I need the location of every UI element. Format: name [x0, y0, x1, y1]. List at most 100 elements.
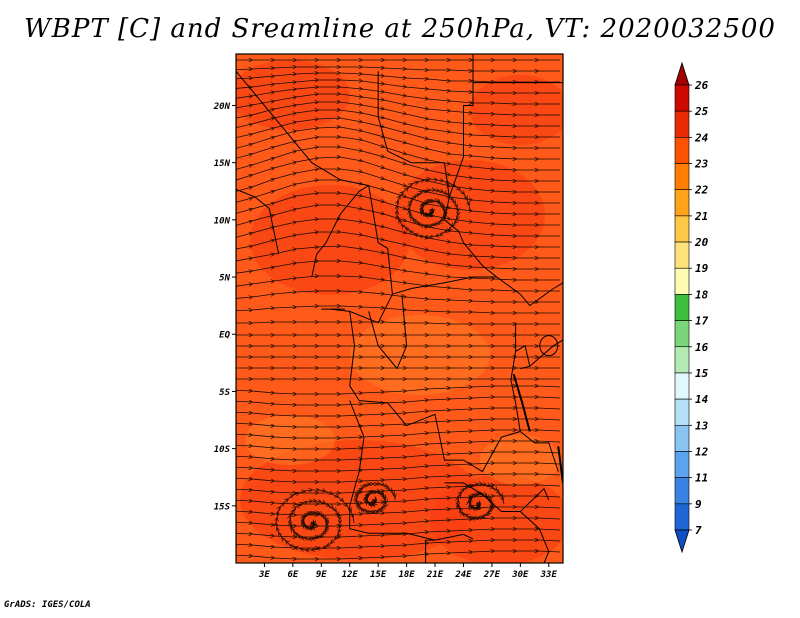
colorbar-label: 16 — [695, 341, 709, 354]
lon-tick-label: 21E — [426, 570, 444, 580]
colorbar-segment — [674, 241, 690, 269]
country-border — [519, 511, 550, 563]
streamline — [236, 397, 561, 405]
lon-tick-label: 9E — [316, 570, 327, 580]
lon-tick-label: 27E — [483, 570, 501, 580]
country-border — [463, 242, 563, 307]
field-blob — [350, 315, 490, 395]
country-border — [311, 185, 369, 278]
lon-tick-label: 3E — [258, 570, 270, 580]
field-blob — [395, 160, 545, 270]
colorbar-label: 18 — [695, 288, 709, 301]
colorbar-label: 14 — [695, 393, 709, 406]
streamline — [236, 474, 561, 482]
lon-tick-label: 18E — [398, 570, 415, 580]
lon-tick-label: 15E — [370, 570, 387, 580]
streamline — [236, 430, 561, 438]
country-border — [444, 482, 550, 512]
streamline — [236, 441, 561, 449]
streamline — [236, 551, 561, 559]
streamline — [236, 452, 561, 460]
colorbar-segment — [674, 163, 690, 191]
colorbar-segment — [674, 372, 690, 400]
streamline — [236, 408, 561, 416]
country-border — [368, 294, 408, 370]
lon-tick-label: 30E — [511, 570, 529, 580]
colorbar-segment — [674, 84, 690, 112]
colorbar-segment — [674, 110, 690, 138]
colorbar-label: 15 — [695, 367, 709, 380]
country-border — [349, 311, 521, 473]
streamline — [236, 291, 560, 302]
colorbar: 26 25 24 23 22 21 20 19 18 17 16 15 14 13 12 11 9 7 — [674, 61, 709, 554]
streamline — [236, 386, 561, 394]
longitude-axis: 3E 6E 9E 12E 15E 18E 21E 24E 27E 30E 33E — [258, 563, 557, 580]
latitude-axis: 20N 15N 10N 5N EQ 5S 10S 15S — [213, 102, 236, 512]
lon-tick-label: 6E — [287, 570, 298, 580]
lake-victoria — [539, 335, 559, 357]
country-border — [236, 70, 393, 324]
streamline — [236, 306, 560, 313]
colorbar-segment — [674, 451, 690, 478]
lon-tick-label: 24E — [454, 570, 472, 580]
streamline — [236, 463, 561, 471]
colorbar-segment — [674, 477, 690, 505]
colorbar-label: 9 — [695, 498, 702, 511]
grads-credit: GrADS: IGES/COLA — [4, 600, 91, 610]
colorbar-segment — [674, 137, 690, 164]
streamline — [236, 419, 561, 427]
colorbar-bottom-arrow — [674, 529, 690, 554]
lat-tick-label: 15S — [214, 502, 231, 512]
field-blob — [470, 75, 563, 145]
colorbar-segment — [674, 398, 690, 426]
colorbar-label: 7 — [695, 524, 702, 537]
country-border — [529, 339, 563, 367]
lat-tick-label: 10N — [214, 216, 231, 226]
country-border — [349, 400, 474, 541]
vortex-north — [397, 179, 470, 237]
country-border — [377, 71, 464, 243]
colorbar-top-arrow — [674, 61, 690, 86]
lon-tick-label: 33E — [540, 570, 558, 580]
colorbar-label: 12 — [695, 445, 709, 458]
lake-malawi — [557, 446, 563, 484]
lon-tick-label: 12E — [342, 570, 359, 580]
colorbar-label: 26 — [694, 79, 709, 92]
colorbar-label: 20 — [694, 236, 709, 249]
colorbar-segment — [674, 189, 690, 217]
country-borders — [236, 54, 563, 563]
colorbar-label: 23 — [694, 158, 709, 171]
country-border — [425, 539, 435, 563]
colorbar-label: 11 — [695, 472, 708, 485]
field-blob — [236, 60, 350, 130]
colorbar-segment — [674, 294, 690, 321]
colorbar-segment — [674, 320, 690, 348]
colorbar-label: 17 — [695, 315, 709, 328]
country-border — [392, 276, 497, 295]
map-frame — [235, 53, 564, 564]
colorbar-label: 19 — [695, 262, 709, 275]
colorbar-segment — [674, 215, 690, 243]
colorbar-label: 21 — [694, 210, 708, 223]
lat-tick-label: 20N — [213, 102, 231, 112]
colorbar-segment — [674, 346, 690, 374]
country-border — [515, 344, 531, 370]
figure-title: WBPT [C] and Sreamline at 250hPa, VT: 20… — [24, 14, 776, 44]
country-border — [236, 188, 280, 255]
streamline — [236, 322, 560, 324]
colorbar-label: 24 — [694, 131, 709, 144]
colorbar-segment — [674, 424, 690, 452]
colorbar-segment — [674, 267, 690, 295]
country-border — [448, 54, 474, 198]
lat-tick-label: 5N — [219, 274, 230, 284]
colorbar-label: 13 — [695, 419, 709, 432]
lat-tick-label: 10S — [214, 445, 231, 455]
country-border — [510, 322, 559, 472]
colorbar-label: 22 — [694, 184, 709, 197]
colorbar-label: 25 — [694, 105, 709, 118]
vortex-south — [276, 490, 354, 550]
vortex-south-secondary — [356, 484, 395, 512]
lat-tick-label: 5S — [219, 388, 230, 398]
